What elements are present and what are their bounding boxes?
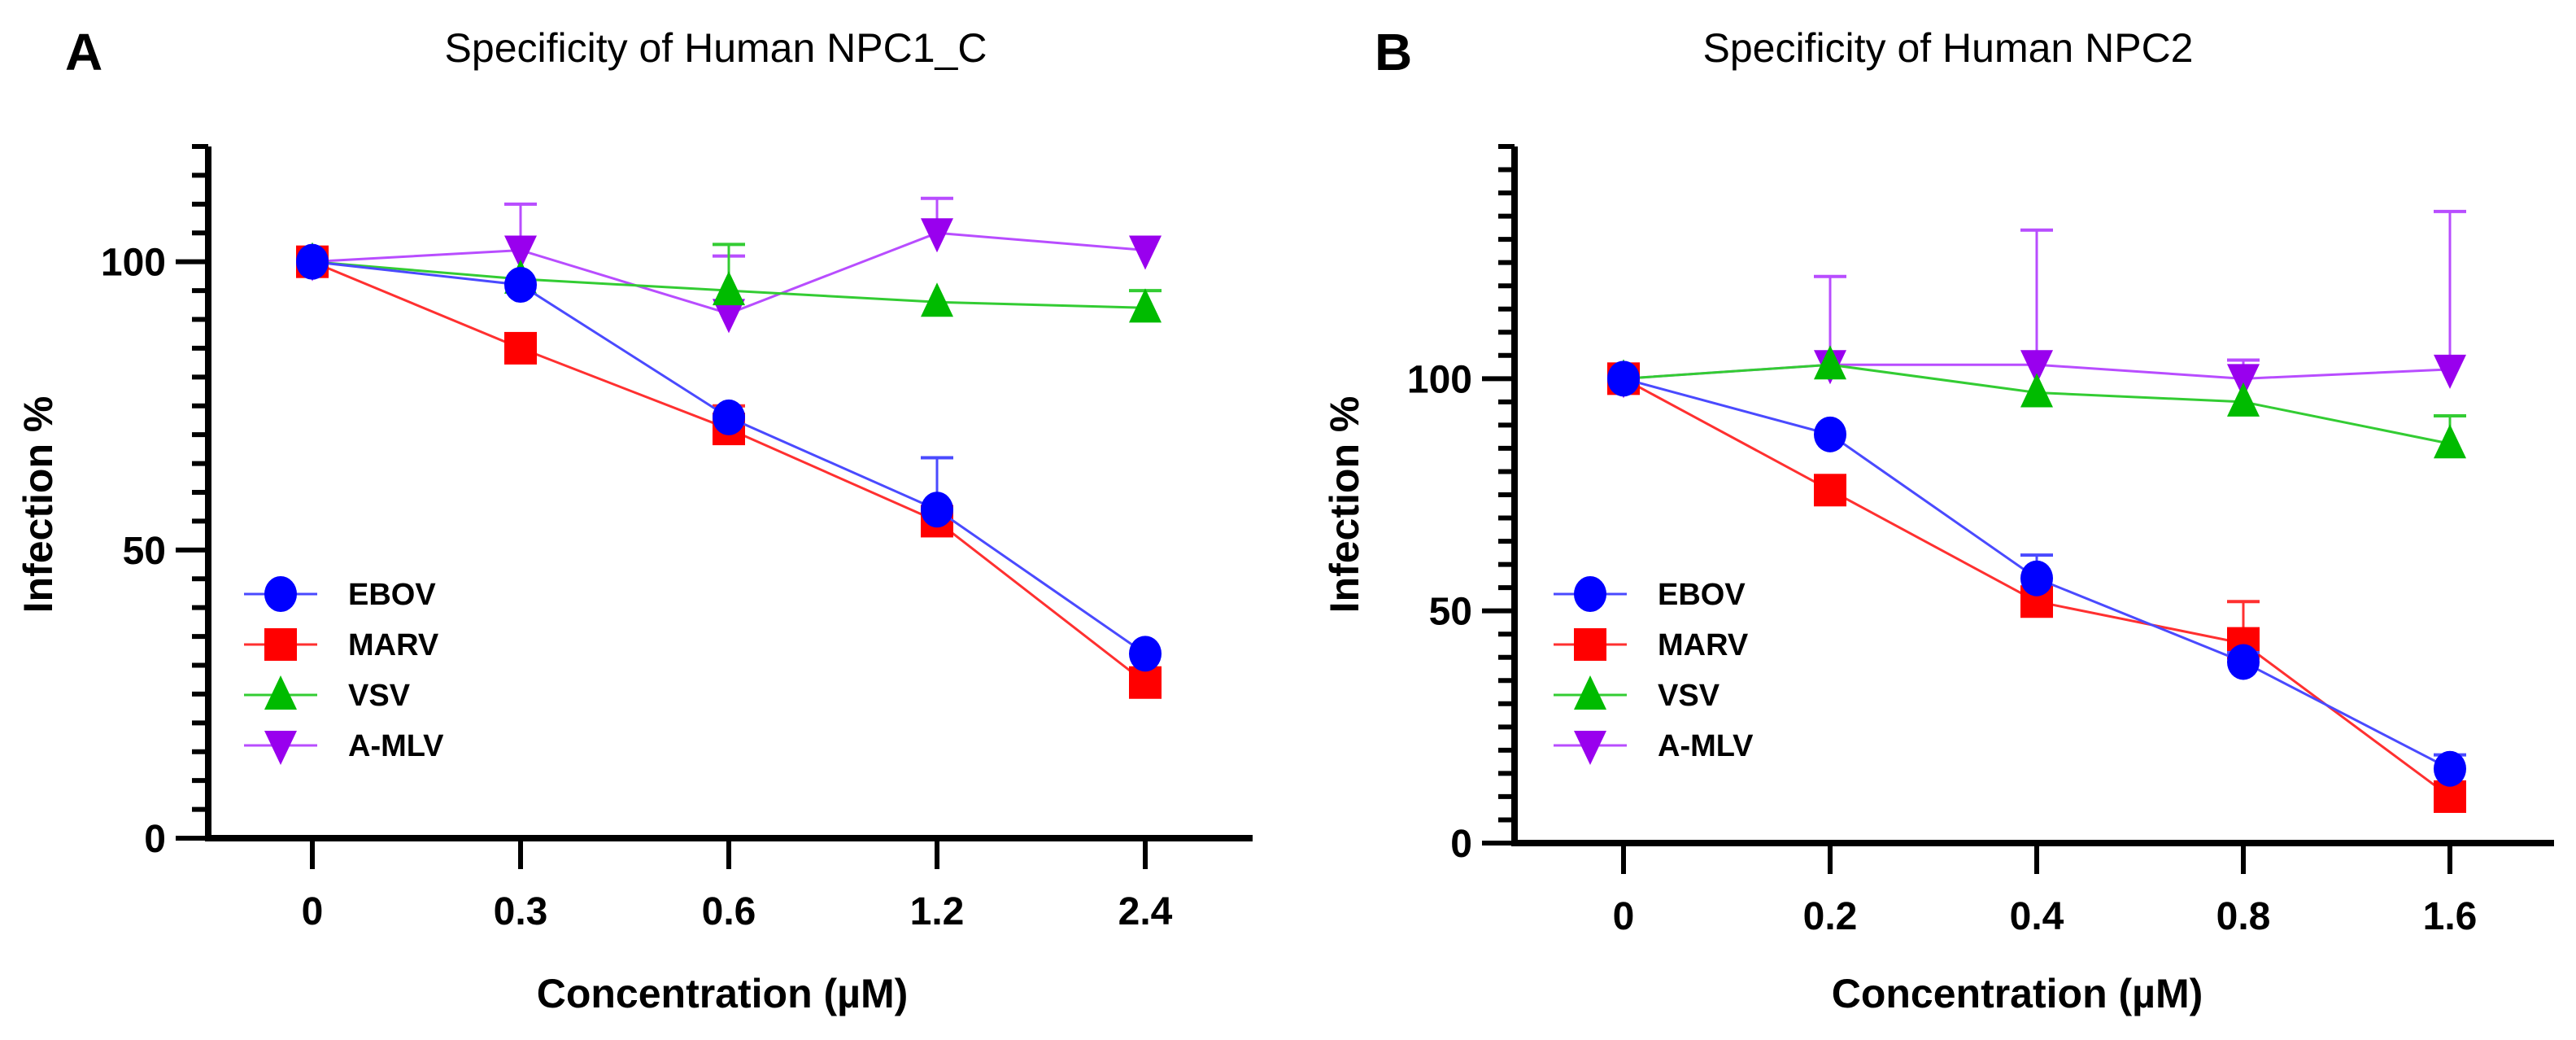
x-tick-label: 2.4 xyxy=(1118,890,1173,933)
data-point xyxy=(2227,382,2260,417)
data-point xyxy=(921,492,953,528)
data-point xyxy=(2227,364,2260,399)
x-tick-label: 0.3 xyxy=(494,890,548,933)
y-axis-label: Infection % xyxy=(1322,396,1367,614)
legend-label: EBOV xyxy=(1658,578,1746,612)
legend-item: A-MLV xyxy=(244,729,444,765)
y-tick-label: 0 xyxy=(1450,823,1472,866)
legend-item: VSV xyxy=(244,675,411,713)
data-point xyxy=(504,267,537,303)
legend-item: EBOV xyxy=(244,576,436,612)
chart-title: Specificity of Human NPC1_C xyxy=(445,25,987,71)
legend-marker xyxy=(1574,628,1606,661)
legend-label: MARV xyxy=(348,628,439,662)
data-point xyxy=(1814,474,1846,507)
x-tick-label: 1.6 xyxy=(2423,895,2478,938)
data-point xyxy=(2020,560,2053,596)
legend-item: MARV xyxy=(244,628,439,662)
panel-b: B Specificity of Human NPC2 Infection % … xyxy=(1322,23,2554,1016)
data-point xyxy=(1129,636,1162,672)
panel-letter: A xyxy=(65,23,102,81)
data-point xyxy=(1129,666,1162,699)
x-tick-label: 0.8 xyxy=(2216,895,2271,938)
data-point xyxy=(2020,350,2053,385)
y-axis-label: Infection % xyxy=(15,396,61,614)
legend-label: MARV xyxy=(1658,628,1749,662)
y-tick-label: 0 xyxy=(144,818,166,861)
data-point xyxy=(713,271,745,306)
x-axis-label: Concentration (µM) xyxy=(1832,971,2203,1016)
legend-label: VSV xyxy=(348,679,411,713)
data-point xyxy=(1814,416,1846,452)
legend-item: MARV xyxy=(1554,628,1749,662)
series-ebov xyxy=(1607,361,2466,787)
legend-marker xyxy=(264,576,297,612)
plot-area: 0 50 100 0 0.3 0.6 1.2 2.4 EBOV MARV VSV A-MLV xyxy=(101,144,1253,933)
chart-title: Specificity of Human NPC2 xyxy=(1702,25,2193,71)
data-point xyxy=(713,399,745,435)
legend-item: VSV xyxy=(1554,675,1720,713)
legend-marker xyxy=(264,628,297,661)
legend-item: A-MLV xyxy=(1554,729,1754,765)
series-ebov xyxy=(296,243,1162,672)
data-point xyxy=(504,331,537,365)
data-point xyxy=(2434,750,2466,787)
data-point xyxy=(504,235,537,270)
data-point xyxy=(296,243,329,280)
x-tick-label: 0 xyxy=(1613,895,1635,938)
legend-marker xyxy=(1574,731,1606,765)
data-point xyxy=(2227,644,2260,680)
y-tick-label: 50 xyxy=(123,530,166,573)
data-point xyxy=(921,218,953,253)
data-point xyxy=(2020,373,2053,408)
data-point xyxy=(1129,235,1162,270)
plot-area: 0 50 100 0 0.2 0.4 0.8 1.6 EBOV MARV VSV A-MLV xyxy=(1407,144,2554,938)
data-point xyxy=(921,282,953,317)
data-point xyxy=(713,299,745,334)
legend-label: A-MLV xyxy=(1658,729,1754,763)
legend-label: EBOV xyxy=(348,578,436,612)
legend-marker xyxy=(1574,576,1606,612)
y-tick-label: 100 xyxy=(101,242,166,285)
panel-a: A Specificity of Human NPC1_C Infection … xyxy=(15,23,1253,1016)
data-point xyxy=(2434,354,2466,389)
y-tick-label: 100 xyxy=(1407,358,1472,401)
data-point xyxy=(2434,424,2466,459)
panel-letter: B xyxy=(1375,23,1412,81)
data-point xyxy=(1607,361,1640,397)
data-point xyxy=(1129,288,1162,323)
legend-label: VSV xyxy=(1658,679,1720,713)
legend-label: A-MLV xyxy=(348,729,444,763)
legend-marker xyxy=(1574,675,1606,710)
x-tick-label: 0 xyxy=(302,890,324,933)
x-tick-label: 0.6 xyxy=(702,890,756,933)
legend-marker xyxy=(264,675,297,710)
x-tick-label: 0.4 xyxy=(2010,895,2064,938)
data-point xyxy=(1814,345,1846,380)
x-tick-label: 0.2 xyxy=(1803,895,1858,938)
legend: EBOV MARV VSV A-MLV xyxy=(1554,576,1754,765)
legend-marker xyxy=(264,731,297,765)
legend: EBOV MARV VSV A-MLV xyxy=(244,576,444,765)
y-tick-label: 50 xyxy=(1429,591,1472,634)
x-tick-label: 1.2 xyxy=(910,890,965,933)
x-axis-label: Concentration (µM) xyxy=(537,971,909,1016)
legend-item: EBOV xyxy=(1554,576,1746,612)
